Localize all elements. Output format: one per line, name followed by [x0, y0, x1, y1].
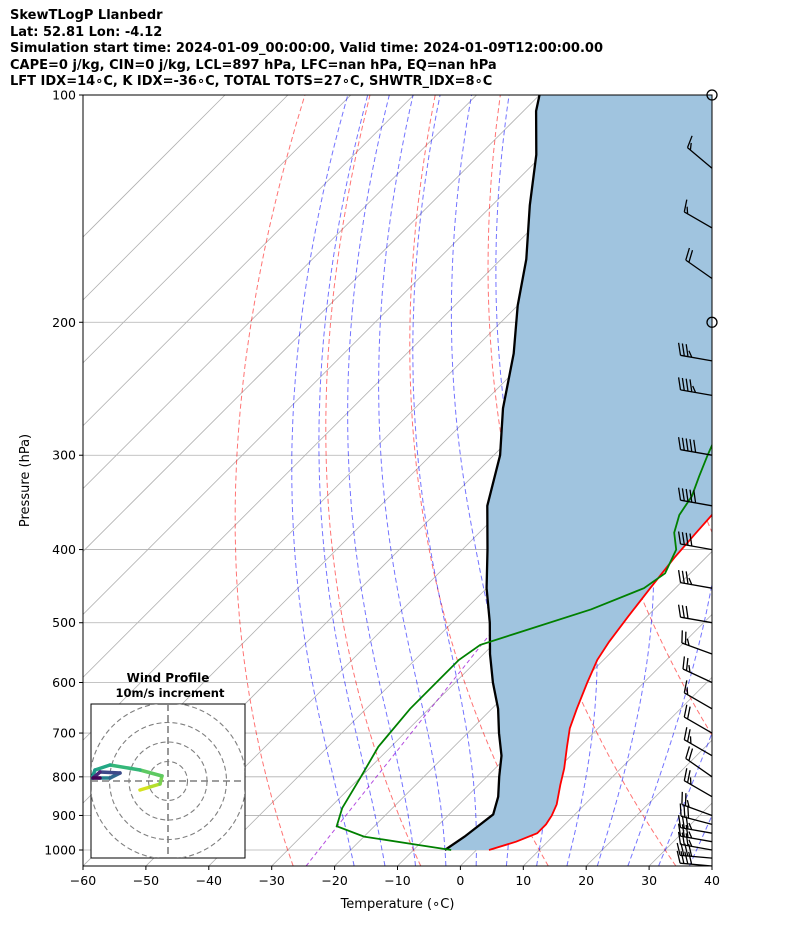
cape-line: CAPE=0 j/kg, CIN=0 j/kg, LCL=897 hPa, LF…	[10, 57, 497, 73]
dry-adiabat	[234, 95, 306, 866]
hodograph-title: Wind Profile	[127, 671, 210, 685]
x-tick-label: 0	[456, 873, 464, 888]
y-tick-label: 200	[52, 315, 76, 330]
x-tick-label: −50	[133, 873, 159, 888]
wind-barb	[677, 823, 713, 843]
isotherm-gridline	[711, 865, 712, 866]
y-tick-label: 500	[52, 615, 76, 630]
hodograph-trace-segment	[93, 763, 112, 772]
moist-adiabat	[347, 95, 416, 866]
y-tick-label: 1000	[44, 843, 76, 858]
moist-adiabat	[378, 95, 447, 866]
wind-barb	[677, 487, 713, 507]
moist-adiabat	[627, 95, 712, 866]
x-axis-label: Temperature (∘C)	[340, 897, 455, 912]
wind-barb	[677, 831, 713, 851]
x-tick-label: −10	[384, 873, 410, 888]
y-tick-label: 800	[52, 769, 76, 784]
wind-barb	[681, 791, 713, 817]
x-tick-label: 10	[515, 873, 531, 888]
wind-barb	[681, 630, 713, 655]
moist-adiabat	[318, 95, 386, 866]
isotherm-gridline	[83, 95, 477, 490]
moist-adiabat	[450, 95, 512, 866]
chart-header: SkewTLogP Llanbedr Lat: 52.81 Lon: -4.12…	[10, 8, 780, 91]
wind-barb	[683, 704, 713, 734]
wind-barb	[677, 342, 713, 362]
isotherm-gridline	[83, 95, 289, 301]
wind-barb	[685, 247, 713, 280]
wind-barb	[683, 727, 713, 757]
y-tick-label: 700	[52, 726, 76, 741]
wind-barb	[682, 656, 713, 684]
isotherm-gridline	[83, 95, 414, 427]
hodograph-trace-segment	[138, 768, 164, 778]
x-tick-label: 20	[578, 873, 594, 888]
wind-barb	[676, 842, 713, 859]
location-line: Lat: 52.81 Lon: -4.12	[10, 24, 163, 40]
y-tick-label: 300	[52, 448, 76, 463]
wind-barb	[683, 680, 713, 710]
wind-barb	[677, 815, 713, 834]
wind-barb	[686, 135, 713, 169]
temperature-profile-line	[488, 513, 712, 851]
isotherm-gridline	[334, 488, 712, 866]
chart-title: SkewTLogP Llanbedr	[10, 8, 163, 23]
dry-adiabat	[761, 95, 794, 866]
calm-wind-marker	[706, 89, 718, 101]
isotherm-gridline	[83, 95, 540, 553]
y-tick-label: 100	[52, 88, 76, 103]
wind-barb	[683, 768, 713, 798]
wind-barb	[683, 199, 713, 229]
x-tick-label: −60	[70, 873, 96, 888]
x-tick-label: 40	[704, 873, 720, 888]
hodograph-trace-segment	[98, 770, 122, 775]
isotherm-gridline	[83, 95, 352, 364]
y-tick-label: 400	[52, 542, 76, 557]
wind-barb	[677, 531, 713, 551]
x-tick-label: 30	[641, 873, 657, 888]
isotherm-gridline	[460, 613, 712, 866]
hodograph-subtitle: 10m/s increment	[116, 686, 225, 700]
wind-barb	[679, 803, 713, 826]
wind-barb	[685, 746, 713, 778]
x-tick-label: −20	[321, 873, 347, 888]
x-tick-label: −40	[196, 873, 222, 888]
y-tick-label: 600	[52, 675, 76, 690]
moist-adiabat	[291, 95, 355, 866]
isotherm-gridline	[83, 95, 603, 615]
hodograph-area	[91, 704, 245, 858]
moist-adiabat	[720, 95, 794, 866]
wind-barb	[677, 377, 713, 397]
calm-wind-marker	[706, 316, 718, 328]
wind-barb	[676, 850, 713, 867]
cin-shading	[444, 95, 712, 850]
hodograph-trace-segment	[108, 763, 142, 772]
parcel-profile-line	[444, 95, 541, 851]
time-line: Simulation start time: 2024-01-09_00:00:…	[10, 41, 603, 56]
wind-barb	[677, 604, 713, 624]
plot-area	[83, 95, 794, 866]
x-tick-label: −30	[259, 873, 285, 888]
isotherm-gridline	[83, 95, 226, 238]
y-tick-label: 900	[52, 808, 76, 823]
isotherm-gridline	[523, 676, 712, 866]
moist-adiabat	[412, 95, 477, 866]
dry-adiabat	[325, 95, 422, 866]
wind-barb	[677, 437, 713, 456]
y-axis-label: Pressure (hPa)	[18, 434, 33, 527]
index-line: LFT IDX=14∘C, K IDX=-36∘C, TOTAL TOTS=27…	[10, 74, 493, 89]
dewpoint-profile-line	[335, 443, 712, 851]
wind-barb	[677, 570, 713, 589]
